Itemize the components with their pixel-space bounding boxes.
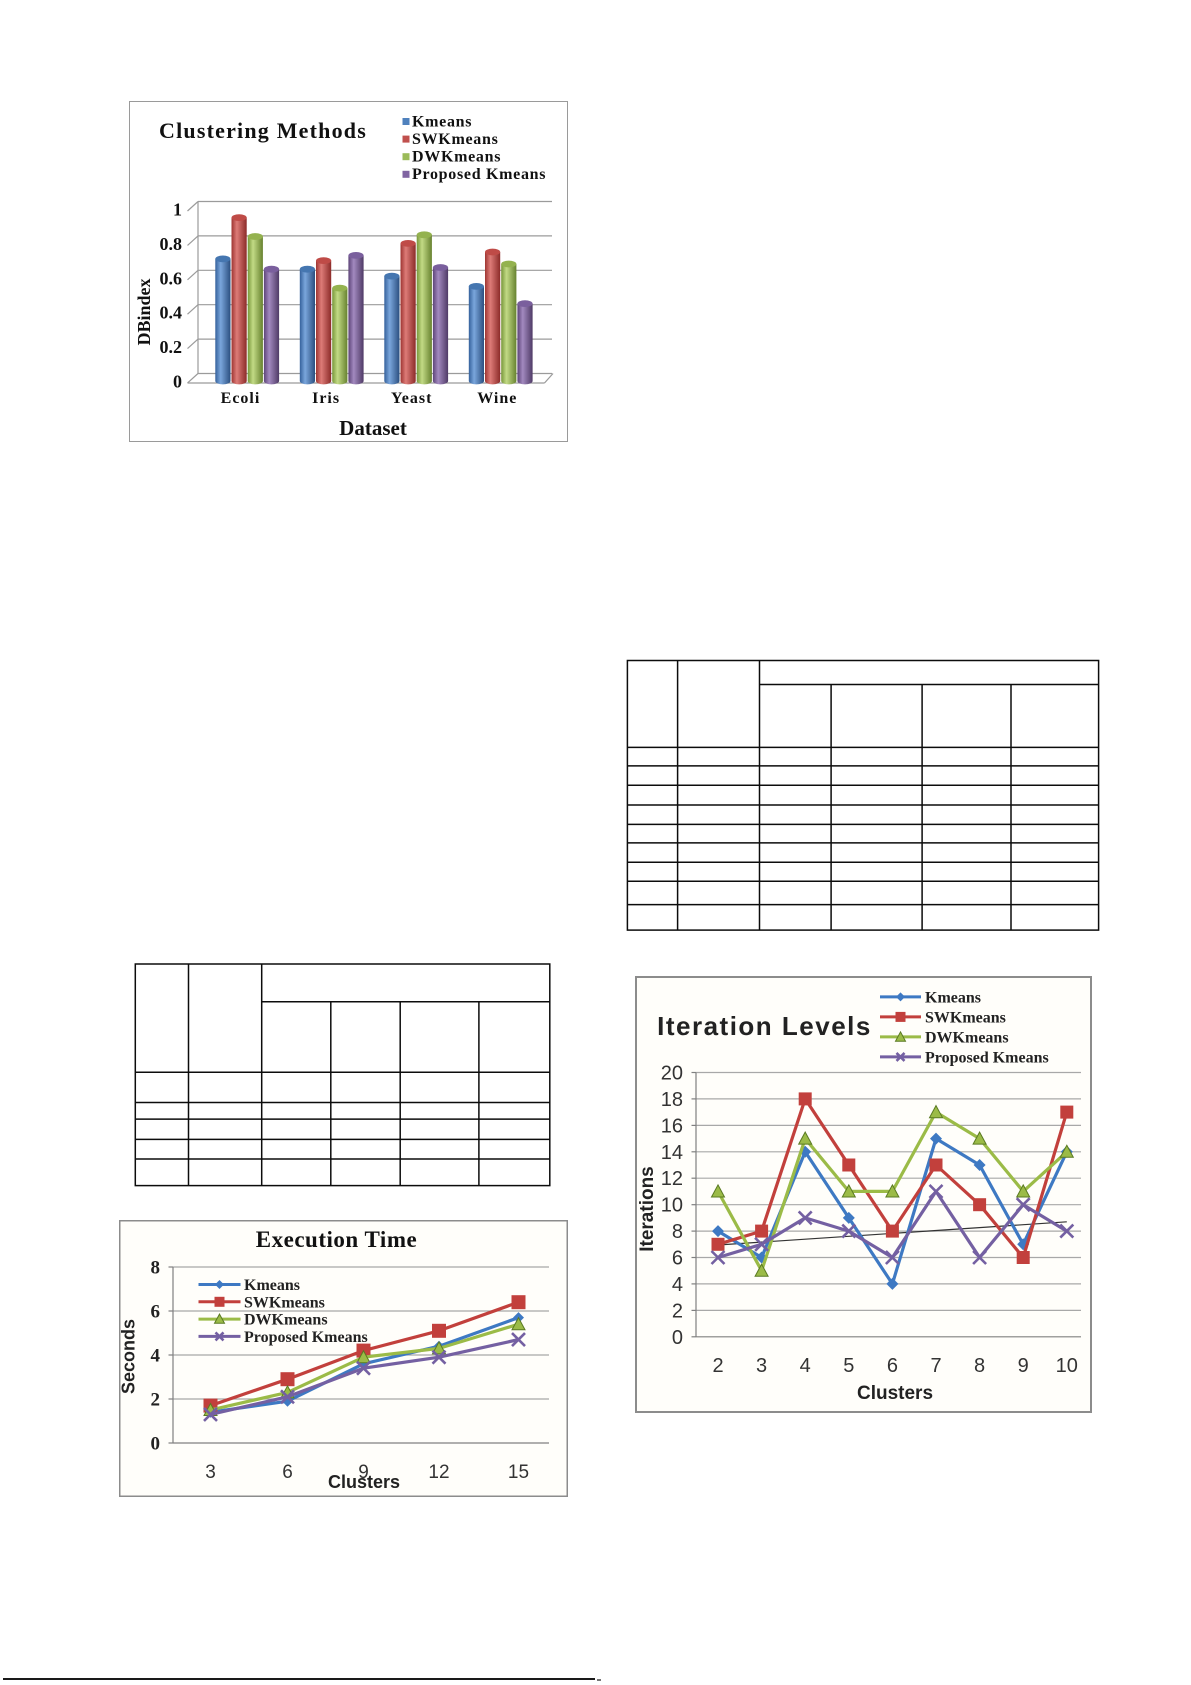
svg-text:Proposed Kmeans: Proposed Kmeans <box>925 1049 1049 1066</box>
svg-text:4: 4 <box>151 1346 161 1367</box>
svg-text:Proposed Kmeans: Proposed Kmeans <box>412 166 546 183</box>
svg-text:Iris: Iris <box>312 390 340 407</box>
svg-text:8: 8 <box>974 1355 985 1377</box>
svg-text:3: 3 <box>756 1355 767 1377</box>
svg-text:Clustering Methods: Clustering Methods <box>159 118 367 143</box>
svg-text:SWKmeans: SWKmeans <box>244 1294 325 1311</box>
svg-text:SWKmeans: SWKmeans <box>412 131 499 148</box>
svg-text:4: 4 <box>800 1355 811 1377</box>
svg-text:2: 2 <box>151 1390 161 1411</box>
svg-text:6: 6 <box>151 1302 161 1323</box>
svg-text:6: 6 <box>887 1355 898 1377</box>
svg-text:0.8: 0.8 <box>160 234 183 254</box>
svg-text:0.6: 0.6 <box>160 268 183 288</box>
svg-text:Execution Time: Execution Time <box>256 1227 417 1252</box>
svg-text:2: 2 <box>672 1300 683 1322</box>
svg-text:Yeast: Yeast <box>391 390 432 407</box>
svg-text:2: 2 <box>712 1355 723 1377</box>
svg-text:7: 7 <box>930 1355 941 1377</box>
svg-text:Kmeans: Kmeans <box>925 989 981 1006</box>
svg-text:20: 20 <box>661 1063 683 1085</box>
svg-text:12: 12 <box>661 1168 683 1190</box>
svg-text:Proposed Kmeans: Proposed Kmeans <box>244 1329 368 1346</box>
svg-text:9: 9 <box>1018 1355 1029 1377</box>
svg-text:DWKmeans: DWKmeans <box>244 1312 328 1329</box>
svg-text:9: 9 <box>358 1462 369 1483</box>
svg-text:8: 8 <box>151 1258 161 1279</box>
svg-text:0: 0 <box>173 372 182 392</box>
svg-text:Seconds: Seconds <box>119 1319 139 1394</box>
svg-text:8: 8 <box>672 1221 683 1243</box>
svg-text:DWKmeans: DWKmeans <box>412 149 501 166</box>
svg-text:Kmeans: Kmeans <box>412 113 472 130</box>
svg-text:Kmeans: Kmeans <box>244 1277 300 1294</box>
svg-text:Ecoli: Ecoli <box>221 390 261 407</box>
svg-text:0.4: 0.4 <box>160 303 183 323</box>
svg-text:1: 1 <box>173 200 182 220</box>
svg-text:10: 10 <box>661 1195 683 1217</box>
svg-text:18: 18 <box>661 1089 683 1111</box>
svg-text:16: 16 <box>661 1115 683 1137</box>
svg-text:10: 10 <box>1056 1355 1078 1377</box>
svg-text:Clusters: Clusters <box>857 1383 933 1404</box>
svg-text:Clusters: Clusters <box>328 1472 400 1492</box>
svg-text:4: 4 <box>672 1274 683 1296</box>
svg-text:6: 6 <box>672 1248 683 1270</box>
svg-text:14: 14 <box>661 1142 683 1164</box>
svg-text:DBindex: DBindex <box>134 278 154 345</box>
svg-text:12: 12 <box>428 1462 449 1483</box>
svg-text:DWKmeans: DWKmeans <box>925 1029 1009 1046</box>
svg-text:Iterations: Iterations <box>637 1166 658 1252</box>
svg-text:5: 5 <box>843 1355 854 1377</box>
svg-text:0: 0 <box>151 1434 161 1455</box>
svg-text:Iteration Levels: Iteration Levels <box>657 1011 872 1041</box>
svg-text:SWKmeans: SWKmeans <box>925 1009 1006 1026</box>
svg-text:3: 3 <box>205 1462 216 1483</box>
svg-text:Wine: Wine <box>477 390 517 407</box>
svg-text:6: 6 <box>282 1462 293 1483</box>
svg-text:0: 0 <box>672 1327 683 1349</box>
svg-text:15: 15 <box>508 1462 529 1483</box>
svg-text:Dataset: Dataset <box>339 416 407 440</box>
svg-text:0.2: 0.2 <box>160 337 183 357</box>
